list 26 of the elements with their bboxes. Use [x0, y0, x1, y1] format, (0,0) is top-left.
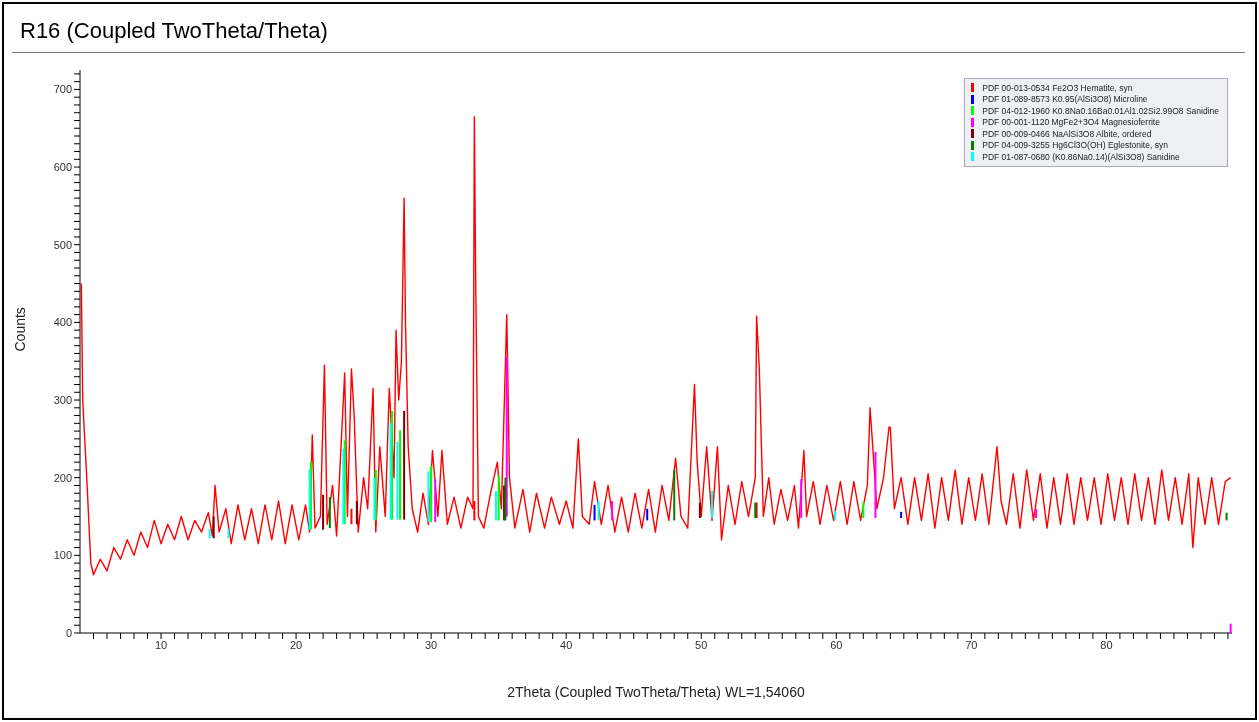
legend-label: PDF 01-089-8573 K0.95(AlSi3O8) Microline: [982, 94, 1148, 105]
x-axis-title: 2Theta (Coupled TwoTheta/Theta) WL=1,54060: [507, 684, 805, 700]
x-tick-label: 50: [695, 638, 708, 651]
y-tick-label: 100: [53, 549, 72, 562]
y-axis-title: Counts: [11, 307, 28, 352]
y-tick-label: 600: [53, 160, 72, 173]
y-tick-label: 0: [65, 626, 72, 639]
x-tick-label: 60: [830, 638, 843, 651]
y-tick-label: 700: [53, 83, 72, 96]
y-tick-label: 400: [53, 316, 72, 329]
y-tick-label: 500: [53, 238, 72, 251]
legend-label: PDF 04-012-1960 K0.8Na0.16Ba0.01Al1.02Si2.99O8 Sanidine: [982, 105, 1219, 116]
x-tick-label: 10: [154, 638, 168, 651]
legend-label: PDF 00-001-1120 MgFe2+3O4 Magnesioferrite: [982, 117, 1160, 128]
legend-label: PDF 00-013-0534 Fe2O3 Hematite, syn: [982, 82, 1133, 93]
legend-label: PDF 04-009-3255 Hg6Cl3O(OH) Eglestonite, syn: [982, 140, 1168, 151]
legend-label: PDF 01-087-0680 (K0.86Na0.14)(AlSi3O8) Sanidine: [982, 151, 1180, 162]
x-tick-label: 30: [425, 638, 438, 651]
x-tick-label: 80: [1100, 638, 1113, 651]
legend-label: PDF 00-009-0466 NaAlSi3O8 Albite, ordered: [982, 128, 1152, 139]
x-tick-label: 20: [289, 638, 303, 651]
chart-title: R16 (Coupled TwoTheta/Theta): [20, 18, 328, 44]
y-tick-label: 200: [53, 471, 72, 484]
x-tick-label: 40: [560, 638, 573, 651]
y-tick-label: 300: [53, 393, 72, 406]
x-tick-label: 70: [965, 638, 978, 651]
